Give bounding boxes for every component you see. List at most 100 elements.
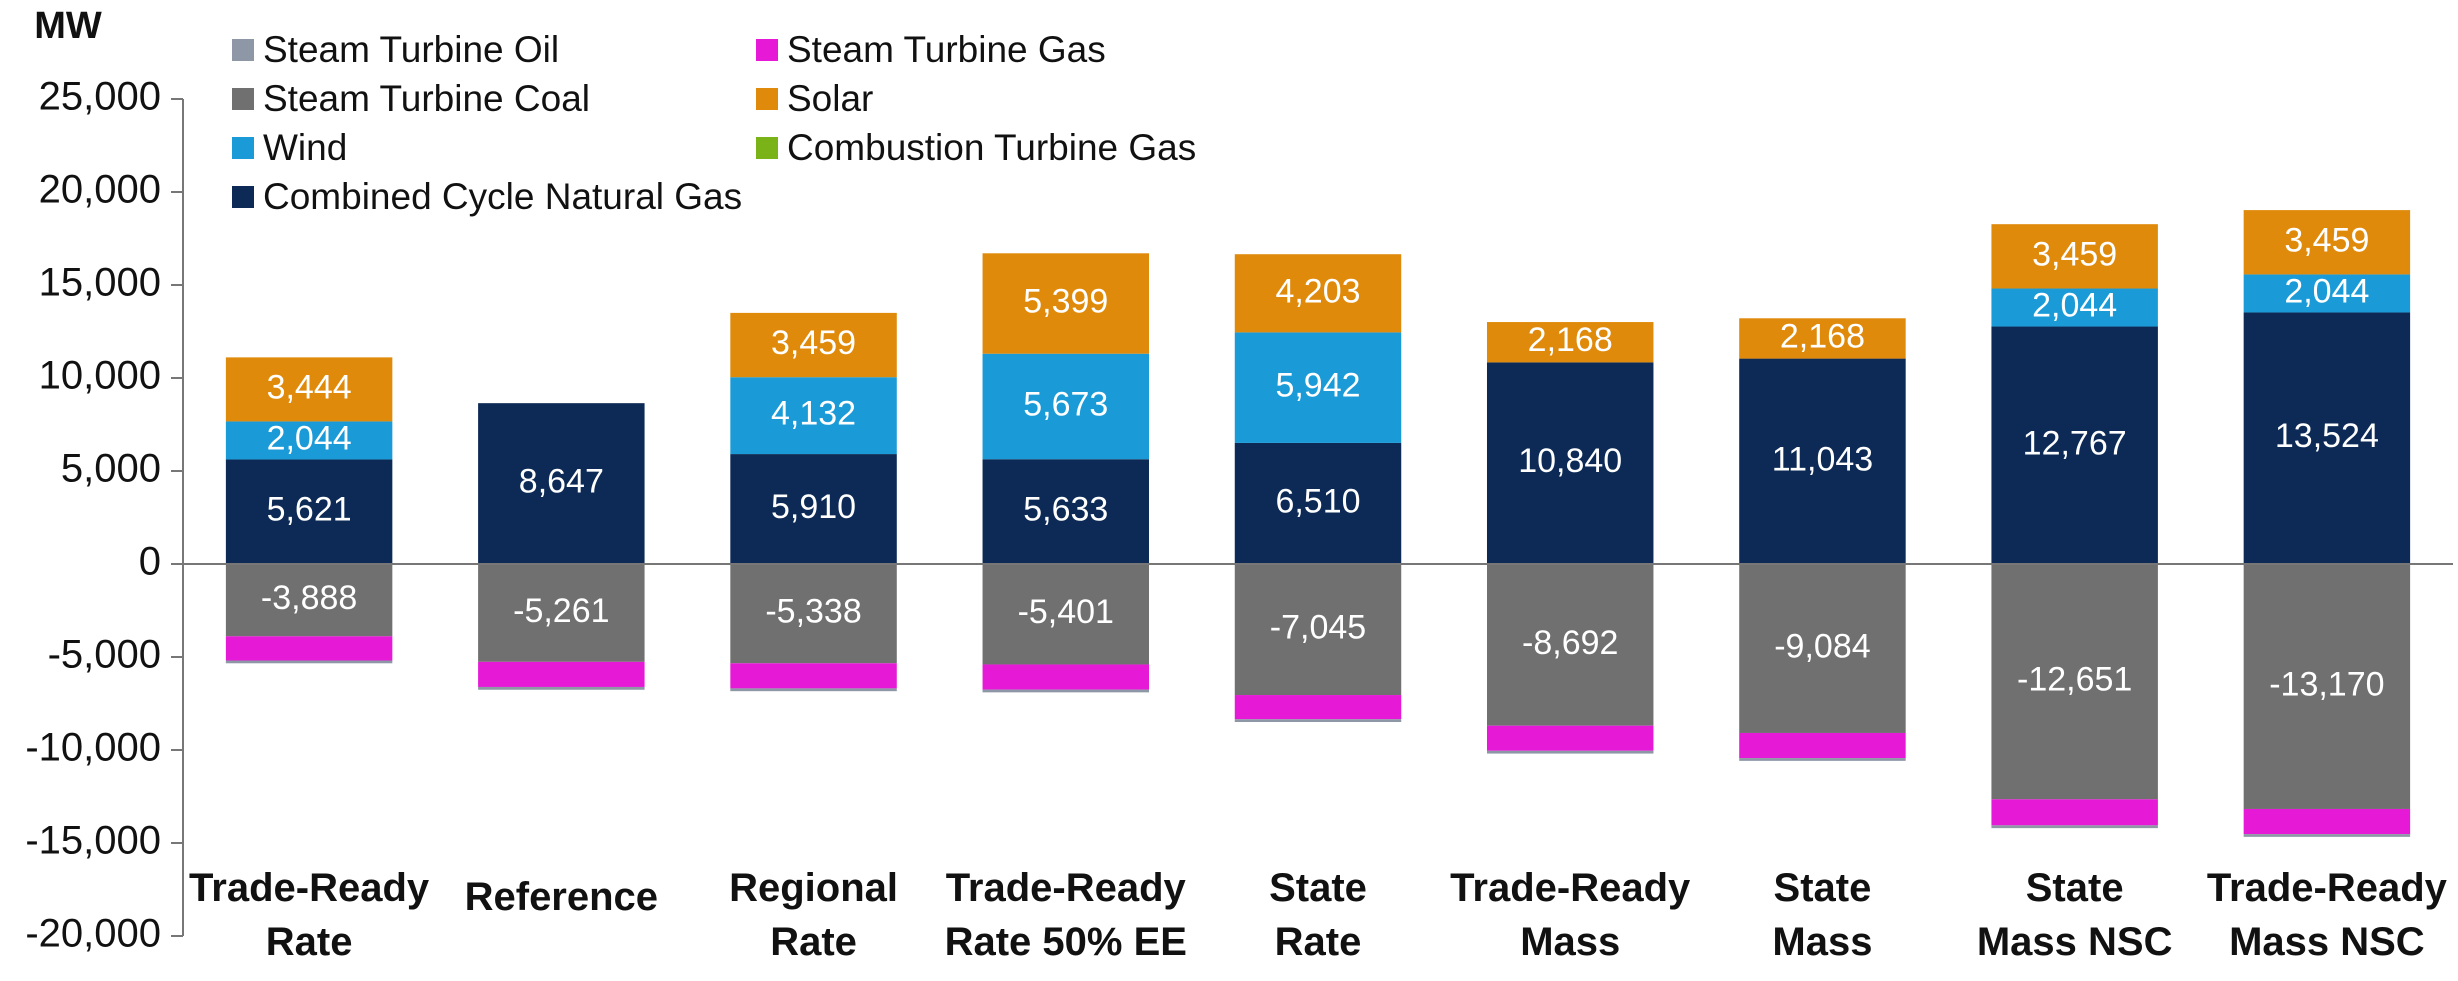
data-label: 2,168	[1528, 321, 1613, 359]
legend-label: Solar	[787, 78, 873, 119]
bar-segment	[2243, 808, 2411, 835]
data-label: 11,043	[1772, 440, 1873, 478]
bar-segment	[1234, 442, 1402, 564]
bar-segment	[1486, 750, 1654, 754]
y-tick-label: 5,000	[61, 447, 161, 491]
data-label: 4,203	[1275, 272, 1360, 310]
bar-segment	[1991, 564, 2158, 800]
bar-segment	[730, 377, 897, 455]
data-label: 2,044	[2032, 287, 2117, 325]
y-tick-label: 25,000	[39, 75, 161, 119]
legend-swatch	[756, 137, 778, 159]
bar-segment	[1486, 564, 1654, 726]
data-label: -5,338	[765, 593, 861, 631]
y-tick-label: 15,000	[39, 261, 161, 305]
data-label: -5,401	[1018, 593, 1114, 631]
data-label: 3,444	[267, 368, 352, 406]
x-tick-label: Trade-Ready Mass	[1450, 866, 1691, 964]
bar-segment	[225, 459, 393, 564]
bar-segment	[2243, 274, 2411, 313]
data-label: 5,673	[1023, 385, 1108, 423]
y-tick-label: 20,000	[39, 168, 161, 212]
bar-segment	[1739, 358, 1906, 564]
data-label: -3,888	[261, 579, 357, 617]
data-label: -8,692	[1522, 624, 1618, 662]
y-tick-label: 10,000	[39, 354, 161, 398]
y-tick-label: 0	[139, 540, 161, 584]
bar-segment	[982, 689, 1150, 693]
bar-segment	[2243, 564, 2411, 809]
data-label: 5,621	[267, 491, 352, 529]
y-axis-label: MW	[34, 5, 102, 47]
legend-label: Steam Turbine Coal	[263, 78, 590, 119]
bar-segment	[1234, 564, 1402, 696]
legend-label: Steam Turbine Oil	[263, 29, 559, 70]
bar-segment	[1486, 725, 1654, 751]
data-label: 5,633	[1023, 491, 1108, 529]
legend-label: Combustion Turbine Gas	[787, 127, 1196, 168]
x-tick-label: State Mass	[1772, 866, 1873, 964]
data-label: -13,170	[2269, 665, 2384, 703]
data-label: 5,942	[1275, 367, 1360, 405]
legend-swatch	[756, 88, 778, 110]
bar-segment	[730, 688, 897, 692]
bar-segment	[982, 353, 1150, 460]
bar-segment	[478, 661, 645, 687]
y-tick-label: -5,000	[48, 633, 161, 677]
bar-segment	[225, 636, 393, 661]
data-label: 2,044	[2284, 272, 2369, 310]
bar-segment	[1991, 326, 2158, 564]
data-label: 3,459	[2032, 235, 2117, 273]
x-tick-label: Regional Rate	[729, 866, 898, 964]
legend-swatch	[232, 186, 254, 208]
bar-segment	[1991, 825, 2158, 829]
bar-segment	[225, 421, 393, 460]
bar-segment	[982, 459, 1150, 564]
y-tick-label: -15,000	[25, 819, 161, 863]
bar-segment	[1234, 332, 1402, 443]
legend-swatch	[756, 39, 778, 61]
bar-segment	[1234, 719, 1402, 723]
data-label: 2,044	[267, 419, 352, 457]
data-label: 10,840	[1518, 442, 1622, 480]
bar-segment	[1486, 362, 1654, 564]
legend-swatch	[232, 39, 254, 61]
bar-segment	[982, 664, 1150, 690]
legend-label: Steam Turbine Gas	[787, 29, 1106, 70]
legend-swatch	[232, 137, 254, 159]
bar-segment	[982, 564, 1150, 665]
data-label: 12,767	[2023, 424, 2127, 462]
bar-segment	[478, 403, 645, 564]
bar-segment	[1234, 695, 1402, 720]
x-tick-label: Reference	[464, 875, 659, 919]
bar-segment	[478, 564, 645, 662]
bar-segment	[2243, 834, 2411, 837]
data-label: 8,647	[519, 463, 604, 501]
bar-segment	[478, 686, 645, 690]
bar-segment	[1234, 254, 1402, 333]
data-label: -9,084	[1774, 627, 1870, 665]
bar-segment	[1739, 758, 1906, 761]
bar-segment	[2243, 312, 2411, 564]
data-label: -12,651	[2017, 661, 2132, 699]
data-label: 3,459	[771, 324, 856, 362]
bar-segment	[730, 663, 897, 689]
bar-segment	[1486, 322, 1654, 363]
bar-segment	[730, 312, 897, 378]
x-tick-label: State Mass NSC	[1976, 866, 2173, 964]
bar-segment	[225, 660, 393, 664]
legend-swatch	[232, 88, 254, 110]
bar-segment	[1991, 288, 2158, 327]
bar-segment	[2243, 210, 2411, 275]
data-label: 5,399	[1023, 282, 1108, 320]
bar-segment	[1739, 732, 1906, 759]
data-label: 13,524	[2275, 417, 2379, 455]
x-tick-label: State Rate	[1269, 866, 1367, 964]
data-label: -5,261	[513, 592, 609, 630]
bar-segment	[730, 454, 897, 564]
bar-segment	[1739, 318, 1906, 359]
bar-segment	[225, 564, 393, 637]
x-tick-label: Trade-Ready Mass NSC	[2206, 866, 2447, 964]
